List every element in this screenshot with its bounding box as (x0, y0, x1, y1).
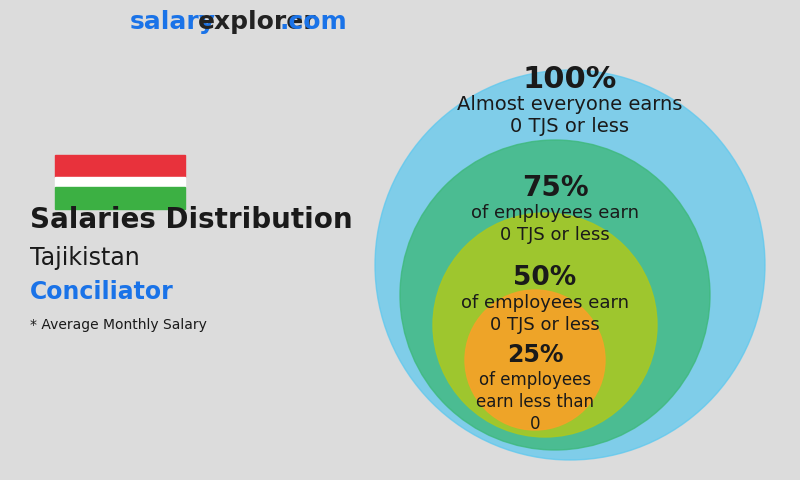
Circle shape (433, 213, 657, 437)
Text: 100%: 100% (523, 65, 617, 95)
Bar (55, 177, 185, 187)
Text: 0 TJS or less: 0 TJS or less (490, 316, 600, 334)
Circle shape (400, 140, 710, 450)
Bar (55, 187, 185, 209)
Text: 25%: 25% (506, 343, 563, 367)
Circle shape (465, 290, 605, 430)
Text: of employees: of employees (479, 371, 591, 389)
Text: Salaries Distribution: Salaries Distribution (30, 206, 353, 234)
Text: 50%: 50% (514, 265, 577, 291)
Text: earn less than: earn less than (476, 393, 594, 411)
Text: * Average Monthly Salary: * Average Monthly Salary (30, 318, 207, 332)
Bar (55, 155, 185, 177)
Text: 0 TJS or less: 0 TJS or less (500, 226, 610, 244)
Text: 75%: 75% (522, 174, 588, 202)
Text: .com: .com (280, 10, 348, 34)
Text: Tajikistan: Tajikistan (30, 246, 140, 270)
Text: 0: 0 (530, 415, 540, 433)
Circle shape (375, 70, 765, 460)
Text: explorer: explorer (198, 10, 317, 34)
Text: salary: salary (130, 10, 216, 34)
Text: Almost everyone earns: Almost everyone earns (458, 96, 682, 115)
Text: of employees earn: of employees earn (471, 204, 639, 222)
Text: Conciliator: Conciliator (30, 280, 174, 304)
Text: 0 TJS or less: 0 TJS or less (510, 118, 630, 136)
Text: of employees earn: of employees earn (461, 294, 629, 312)
